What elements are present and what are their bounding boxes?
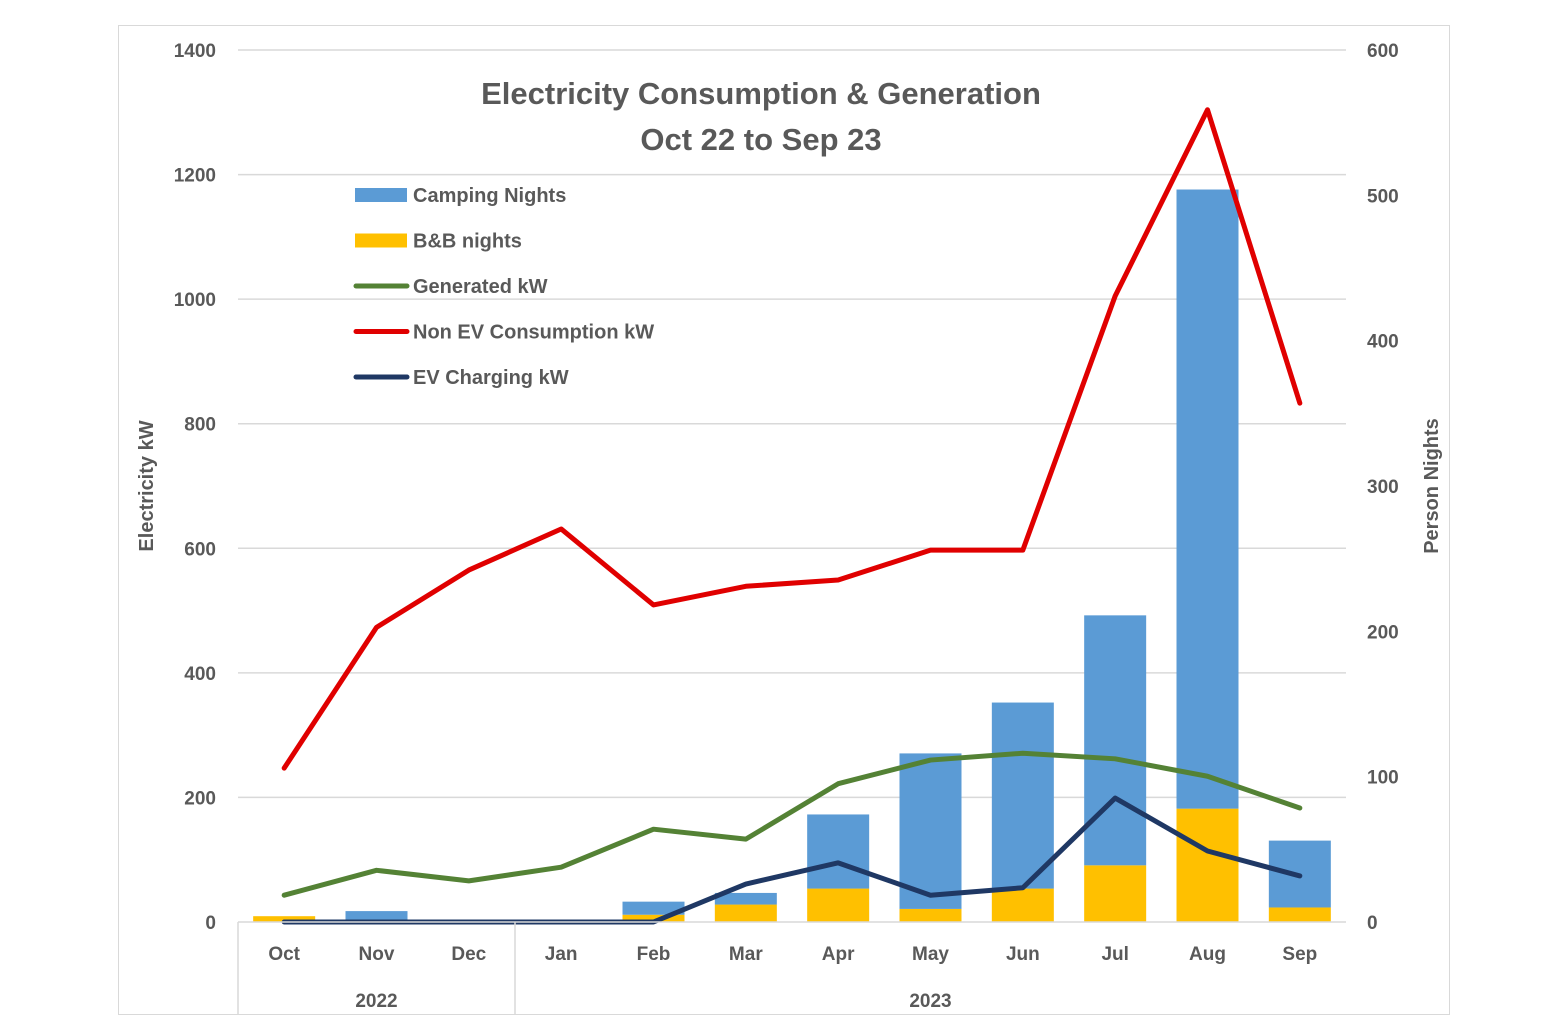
legend-label: B&B nights <box>413 231 522 253</box>
right-axis-ticks: 0 100 200 300 400 500 600 <box>1367 41 1399 934</box>
y2-tick-label: 400 <box>1367 332 1399 353</box>
y2-tick-label: 0 <box>1367 913 1378 934</box>
x-tick-label: Jan <box>545 944 578 965</box>
line-generated-kw <box>281 750 1303 898</box>
legend-swatch <box>355 233 407 248</box>
chart-title: Electricity Consumption & Generation <box>481 76 1041 111</box>
category-axis: Oct Nov Dec Jan Feb Mar Apr May Jun Jul Aug Sep 2022… <box>237 921 1346 1015</box>
legend-swatch <box>355 188 407 202</box>
x-group-label: 2022 <box>355 991 397 1012</box>
y-tick-label: 0 <box>205 913 216 934</box>
y2-tick-label: 600 <box>1367 41 1399 62</box>
legend-label: Generated kW <box>413 276 548 298</box>
y2-tick-label: 200 <box>1367 622 1399 643</box>
bar-camping-nights <box>714 892 777 905</box>
bar-bnb-nights <box>714 904 777 922</box>
x-tick-label: Nov <box>359 944 395 965</box>
y-tick-label: 1000 <box>174 290 216 311</box>
bar-bnb-nights <box>991 888 1054 922</box>
x-tick-label: Dec <box>451 944 486 965</box>
bar-camping-nights <box>1176 189 1239 809</box>
bar-camping-nights <box>1084 615 1147 866</box>
bar-camping-nights <box>622 901 685 915</box>
line-non-ev-consumption-kw <box>281 107 1303 771</box>
bar-bnb-nights <box>807 888 870 922</box>
x-tick-label: Jul <box>1101 944 1128 965</box>
x-tick-label: Sep <box>1282 944 1317 965</box>
bar-bnb-nights <box>622 914 685 922</box>
bar-bnb-nights <box>1268 907 1331 922</box>
gridlines <box>238 49 1346 799</box>
bar-bnb-nights <box>1084 865 1147 922</box>
bar-camping-nights <box>899 753 962 909</box>
y-tick-label: 800 <box>184 415 216 436</box>
y-tick-label: 400 <box>184 664 216 685</box>
bar-camping-nights <box>807 814 870 889</box>
x-tick-label: Feb <box>637 944 671 965</box>
legend: Camping Nights B&B nights Generated kW Non … <box>353 185 654 389</box>
y-tick-label: 1200 <box>174 166 216 187</box>
y2-axis-title: Person Nights <box>1421 418 1443 554</box>
legend-label: Non EV Consumption kW <box>413 322 654 344</box>
bar-camping-nights <box>345 911 408 922</box>
line-ev-charging-kw <box>281 795 1303 925</box>
y-axis-title: Electricity kW <box>136 420 158 551</box>
legend-label: EV Charging kW <box>413 367 569 389</box>
x-tick-label: Mar <box>729 944 763 965</box>
x-group-label: 2023 <box>909 991 951 1012</box>
left-axis-ticks: 0 200 400 600 800 1000 1200 1400 <box>174 41 216 934</box>
x-tick-label: Oct <box>268 944 300 965</box>
x-tick-label: May <box>912 944 949 965</box>
x-tick-label: Jun <box>1006 944 1040 965</box>
y-tick-label: 1400 <box>174 41 216 62</box>
bars <box>253 189 1331 922</box>
bar-bnb-nights <box>253 916 316 922</box>
x-tick-label: Aug <box>1189 944 1226 965</box>
x-tick-label: Apr <box>822 944 855 965</box>
y-tick-label: 600 <box>184 539 216 560</box>
bar-bnb-nights <box>899 908 962 922</box>
y2-tick-label: 100 <box>1367 768 1399 789</box>
chart-frame <box>118 25 1450 1015</box>
y-tick-label: 200 <box>184 788 216 809</box>
y2-tick-label: 500 <box>1367 186 1399 207</box>
chart-subtitle: Oct 22 to Sep 23 <box>640 122 881 157</box>
legend-label: Camping Nights <box>413 185 566 207</box>
bar-camping-nights <box>991 702 1054 889</box>
y2-tick-label: 300 <box>1367 477 1399 498</box>
bar-bnb-nights <box>1176 808 1239 922</box>
